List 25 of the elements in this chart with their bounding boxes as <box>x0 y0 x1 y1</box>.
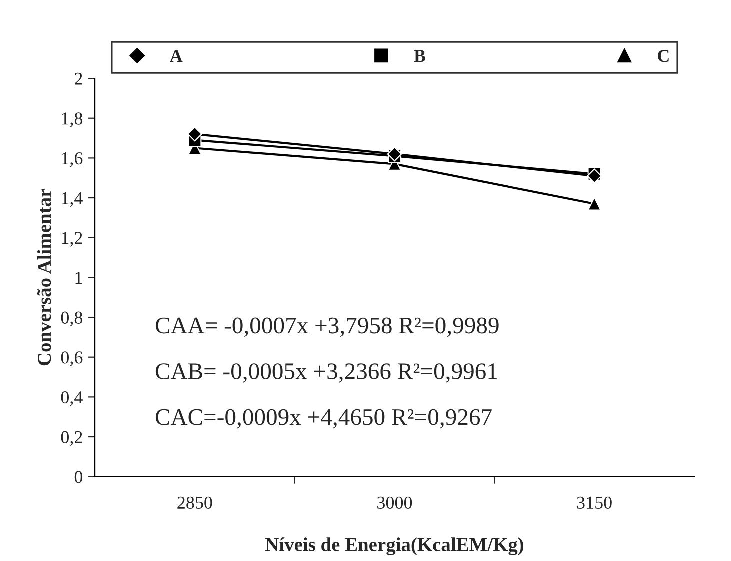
y-tick-label: 2 <box>74 72 82 85</box>
y-tick-label: 0,8 <box>61 312 83 327</box>
y-tick-label: 0,4 <box>61 391 83 406</box>
legend-label: A <box>170 50 183 62</box>
y-tick-label: 0,6 <box>61 352 83 366</box>
annotation: CAC=-0,0009x +4,4650 R²=0,9267 <box>156 409 492 429</box>
annotation: CAB= -0,0005x +3,2366 R²=0,9961 <box>156 364 498 383</box>
y-tick-label: 1,4 <box>62 192 83 208</box>
point <box>587 168 602 184</box>
y-axis-title: Conversão Alimentar <box>37 189 52 366</box>
legend-label: B <box>414 50 426 62</box>
y-tick-label: 1,2 <box>62 232 82 247</box>
y-tick-label: 0 <box>74 471 83 484</box>
y-tick-label: 1 <box>76 272 82 284</box>
y-tick-label: 0,2 <box>61 431 82 446</box>
point <box>188 126 202 142</box>
annotation: CAA= -0,0007x +3,7958 R²=0,9989 <box>156 318 499 338</box>
x-axis-title: Níveis de Energia(KcalEM/Kg) <box>265 538 524 556</box>
y-tick-label: 1,8 <box>62 112 83 128</box>
y-tick-label: 1,6 <box>62 152 83 168</box>
x-tick-label: 3000 <box>378 496 412 509</box>
point <box>588 197 602 211</box>
x-tick-label: 2850 <box>178 496 212 509</box>
x-tick-label: 3150 <box>577 496 612 509</box>
legend-label: C <box>658 50 669 62</box>
